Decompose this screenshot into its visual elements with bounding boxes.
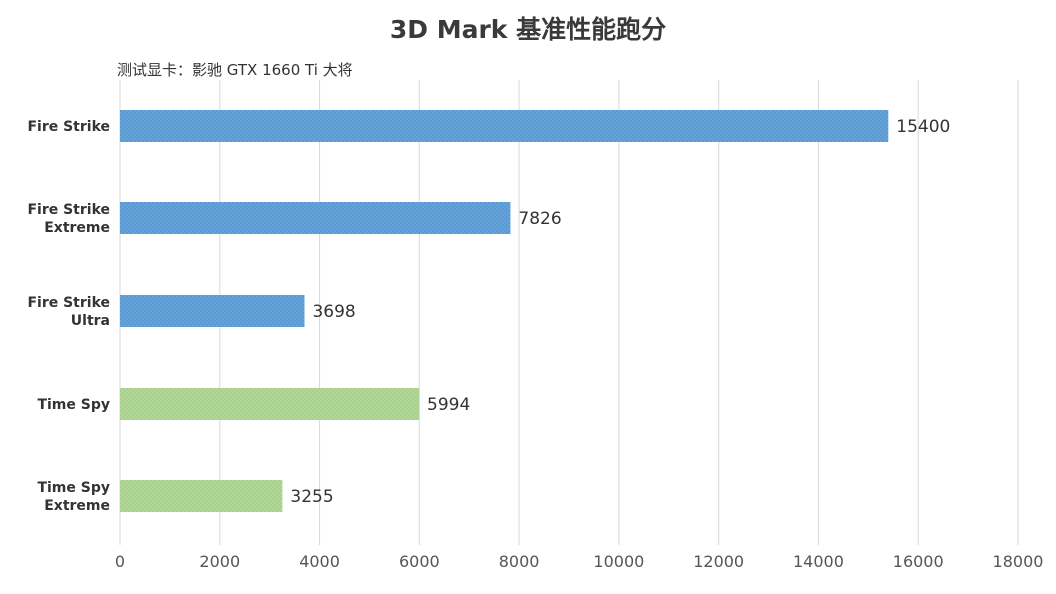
data-label: 3698 (312, 302, 355, 322)
x-tick-label: 18000 (993, 552, 1044, 571)
bars (120, 110, 889, 512)
bar (120, 388, 420, 420)
x-tick-label: 14000 (793, 552, 844, 571)
category-label: Time Spy (37, 480, 110, 496)
x-tick-label: 2000 (199, 552, 240, 571)
x-tick-label: 6000 (399, 552, 440, 571)
bar (120, 202, 511, 234)
x-tick-label: 8000 (499, 552, 540, 571)
x-tick-label: 4000 (299, 552, 340, 571)
x-tick-label: 0 (115, 552, 125, 571)
bar (120, 295, 305, 327)
labels: 0 2000 4000 6000 8000 10000 12000 14000 16000 180… (27, 117, 1043, 571)
data-label: 15400 (896, 117, 950, 137)
category-label: Time Spy (37, 397, 110, 413)
bar (120, 480, 283, 512)
chart-title: 3D Mark 基准性能跑分 (390, 15, 666, 44)
category-label: Fire Strike (27, 202, 110, 218)
category-label: Extreme (44, 498, 110, 514)
category-label: Fire Strike (27, 295, 110, 311)
category-label: Fire Strike (27, 119, 110, 135)
x-tick-label: 10000 (593, 552, 644, 571)
gridlines (119, 80, 1019, 545)
data-label: 7826 (518, 209, 561, 229)
category-label: Extreme (44, 220, 110, 236)
chart-subtitle: 测试显卡：影驰 GTX 1660 Ti 大将 (117, 61, 353, 79)
data-label: 5994 (427, 395, 470, 415)
bar (120, 110, 889, 142)
data-label: 3255 (290, 487, 333, 507)
x-tick-label: 16000 (893, 552, 944, 571)
category-label: Ultra (71, 313, 110, 329)
x-tick-label: 12000 (693, 552, 744, 571)
